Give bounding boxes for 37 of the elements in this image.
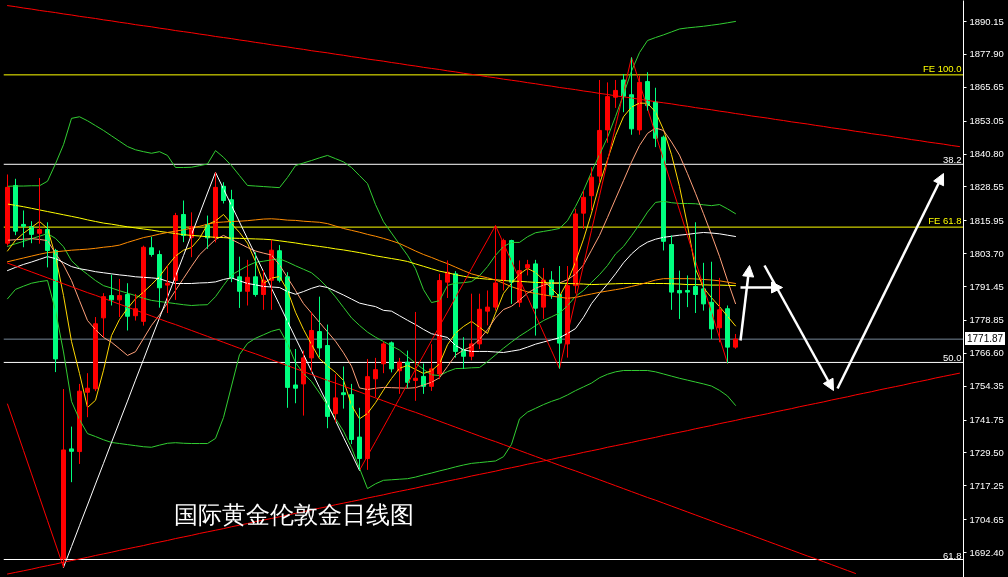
y-tick-label: 1778.85	[969, 314, 1004, 326]
y-tick-label: 1853.05	[969, 115, 1004, 127]
candlestick	[165, 265, 170, 314]
line-series	[7, 280, 736, 490]
candlestick	[677, 270, 682, 320]
candlestick	[685, 274, 690, 308]
candlestick	[525, 259, 530, 276]
y-tick-label: 1840.80	[969, 148, 1004, 160]
line-series	[7, 127, 736, 391]
y-tick-label: 1729.50	[969, 446, 1004, 458]
annotation: 50.0	[943, 352, 962, 364]
y-tick-label: 1741.75	[969, 414, 1004, 426]
line-series	[7, 20, 736, 304]
y-tick-label: 1766.60	[969, 347, 1004, 359]
y-tick-label: 1692.40	[969, 546, 1004, 558]
line-series	[7, 102, 736, 420]
y-tick-label: 1754.35	[969, 380, 1004, 392]
y-tick-label: 1815.95	[969, 214, 1004, 226]
annotation: 38.2	[943, 154, 962, 166]
y-tick-label: 1828.55	[969, 180, 1004, 192]
y-tick-label: 1877.90	[969, 48, 1004, 60]
y-tick-label: 1791.45	[969, 280, 1004, 292]
candlestick	[485, 289, 490, 326]
y-tick-label: 1865.65	[969, 81, 1004, 93]
y-tick-label: 1717.25	[969, 479, 1004, 491]
y-tick-label: 1704.65	[969, 513, 1004, 525]
annotation: FE 61.8	[928, 215, 962, 227]
ref-line-label: 1771.87	[965, 332, 1006, 346]
candlestick	[341, 365, 346, 410]
annotation: 61.8	[943, 549, 962, 561]
y-tick-label: 1890.15	[969, 15, 1004, 27]
candlestick	[293, 348, 298, 404]
candlestick	[117, 278, 122, 318]
candlestick	[69, 426, 74, 483]
candlestick	[21, 209, 26, 248]
annotation: FE 100.0	[922, 62, 962, 74]
y-tick-label: 1803.70	[969, 247, 1004, 259]
